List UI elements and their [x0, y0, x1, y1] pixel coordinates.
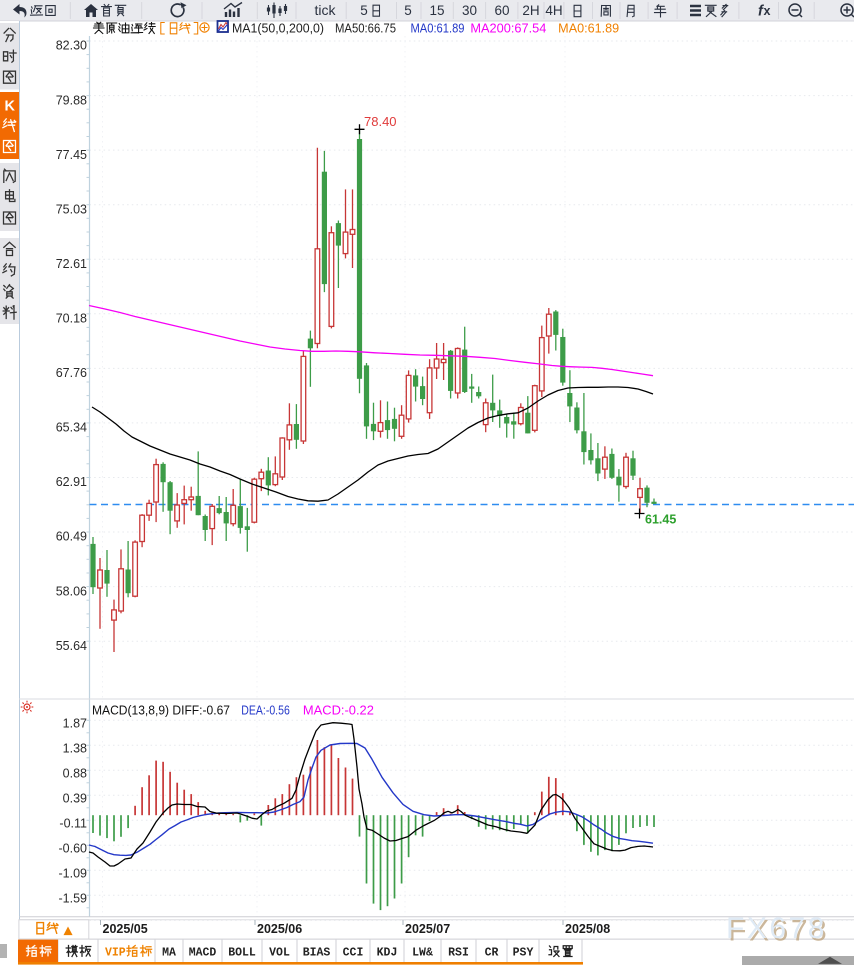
svg-text:PSY: PSY: [513, 947, 534, 960]
svg-text:MA: MA: [162, 947, 176, 960]
svg-text:2025/05: 2025/05: [103, 922, 148, 936]
svg-text:tick: tick: [315, 2, 337, 18]
svg-text:K: K: [4, 99, 15, 115]
svg-text:-1.09: -1.09: [59, 866, 88, 880]
svg-text:55.64: 55.64: [56, 639, 87, 653]
svg-text:0.88: 0.88: [63, 766, 87, 780]
svg-text:BOLL: BOLL: [228, 947, 256, 960]
svg-text:-0.11: -0.11: [59, 816, 87, 830]
svg-text:MACD(13,8,9) DIFF:-0.67: MACD(13,8,9) DIFF:-0.67: [92, 704, 230, 718]
svg-text:72.61: 72.61: [56, 257, 87, 271]
svg-text:2H: 2H: [522, 3, 539, 18]
svg-text:BIAS: BIAS: [303, 947, 331, 960]
svg-text:DEA:-0.56: DEA:-0.56: [241, 704, 290, 718]
svg-text:67.76: 67.76: [56, 366, 87, 380]
svg-text:FX678: FX678: [728, 914, 829, 947]
svg-text:2025/07: 2025/07: [405, 922, 450, 936]
svg-text:70.18: 70.18: [56, 312, 87, 326]
svg-text:62.91: 62.91: [56, 475, 87, 489]
svg-text:VOL: VOL: [269, 947, 290, 960]
svg-text:MA1(50,0,200,0): MA1(50,0,200,0): [232, 22, 324, 36]
svg-text:MA50:66.75: MA50:66.75: [335, 22, 396, 36]
svg-text:MA200:67.54: MA200:67.54: [470, 22, 546, 36]
svg-text:2025/06: 2025/06: [257, 922, 302, 936]
svg-text:MACD: MACD: [189, 947, 217, 960]
svg-text:-0.60: -0.60: [59, 841, 88, 855]
svg-text:30: 30: [462, 3, 477, 18]
svg-text:LW&: LW&: [412, 947, 433, 960]
svg-text:f: f: [758, 4, 765, 20]
svg-text:5: 5: [404, 3, 412, 18]
svg-text:x: x: [764, 4, 771, 18]
svg-text:CCI: CCI: [343, 947, 364, 960]
svg-text:CR: CR: [485, 947, 499, 960]
svg-text:15: 15: [429, 3, 444, 18]
svg-text:KDJ: KDJ: [377, 947, 398, 960]
svg-text:4H: 4H: [545, 3, 562, 18]
svg-text:FX678: FX678: [726, 912, 827, 945]
svg-text:2025/08: 2025/08: [565, 922, 610, 936]
svg-text:1.38: 1.38: [63, 741, 87, 755]
svg-text:78.40: 78.40: [364, 114, 397, 129]
svg-text:RSI: RSI: [448, 947, 469, 960]
svg-text:60: 60: [494, 3, 509, 18]
svg-text:5: 5: [360, 3, 368, 18]
svg-text:58.06: 58.06: [56, 584, 87, 598]
svg-text:82.30: 82.30: [56, 39, 87, 53]
svg-text:77.45: 77.45: [56, 148, 87, 162]
svg-text:0.39: 0.39: [63, 791, 87, 805]
svg-text:MA0:61.89: MA0:61.89: [558, 22, 619, 36]
svg-text:MACD:-0.22: MACD:-0.22: [303, 704, 374, 718]
svg-text:60.49: 60.49: [56, 530, 87, 544]
svg-text:MA0:61.89: MA0:61.89: [411, 22, 465, 36]
svg-text:61.45: 61.45: [645, 513, 676, 527]
svg-text:79.88: 79.88: [56, 93, 87, 107]
svg-text:1.87: 1.87: [63, 716, 87, 730]
svg-text:65.34: 65.34: [56, 421, 87, 435]
svg-text:-1.59: -1.59: [59, 891, 88, 905]
svg-text:75.03: 75.03: [56, 202, 87, 216]
svg-text:VIP: VIP: [105, 947, 126, 960]
